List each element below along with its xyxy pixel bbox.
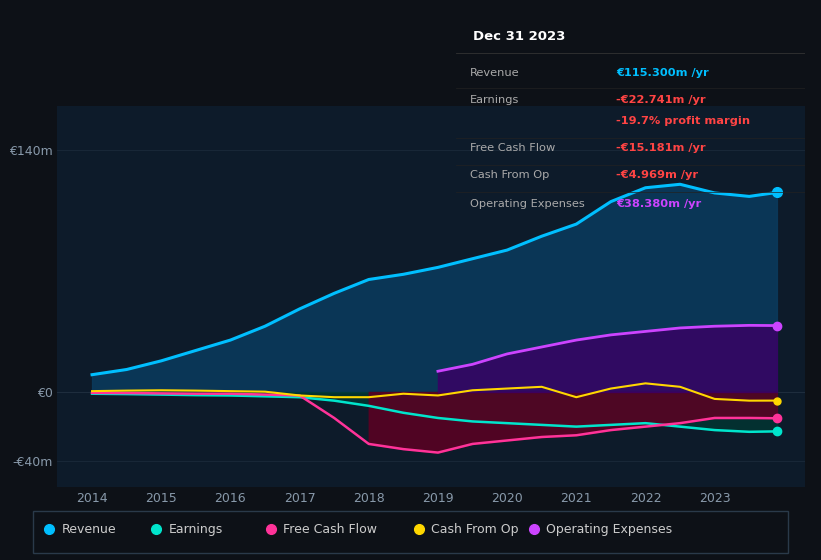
Text: -€4.969m /yr: -€4.969m /yr	[616, 170, 699, 180]
Text: Operating Expenses: Operating Expenses	[470, 199, 585, 209]
Text: Dec 31 2023: Dec 31 2023	[473, 30, 566, 43]
Text: Cash From Op: Cash From Op	[470, 170, 549, 180]
Text: €115.300m /yr: €115.300m /yr	[616, 68, 709, 78]
Text: Cash From Op: Cash From Op	[431, 522, 519, 536]
Text: Earnings: Earnings	[470, 95, 519, 105]
Text: -€22.741m /yr: -€22.741m /yr	[616, 95, 706, 105]
Text: -19.7% profit margin: -19.7% profit margin	[616, 116, 750, 126]
Text: -€15.181m /yr: -€15.181m /yr	[616, 143, 706, 153]
Text: €38.380m /yr: €38.380m /yr	[616, 199, 701, 209]
Text: Revenue: Revenue	[470, 68, 519, 78]
Text: Earnings: Earnings	[168, 522, 222, 536]
Bar	[33, 511, 788, 553]
Text: Free Cash Flow: Free Cash Flow	[470, 143, 555, 153]
Text: Operating Expenses: Operating Expenses	[546, 522, 672, 536]
Text: Revenue: Revenue	[62, 522, 117, 536]
Text: Free Cash Flow: Free Cash Flow	[283, 522, 377, 536]
